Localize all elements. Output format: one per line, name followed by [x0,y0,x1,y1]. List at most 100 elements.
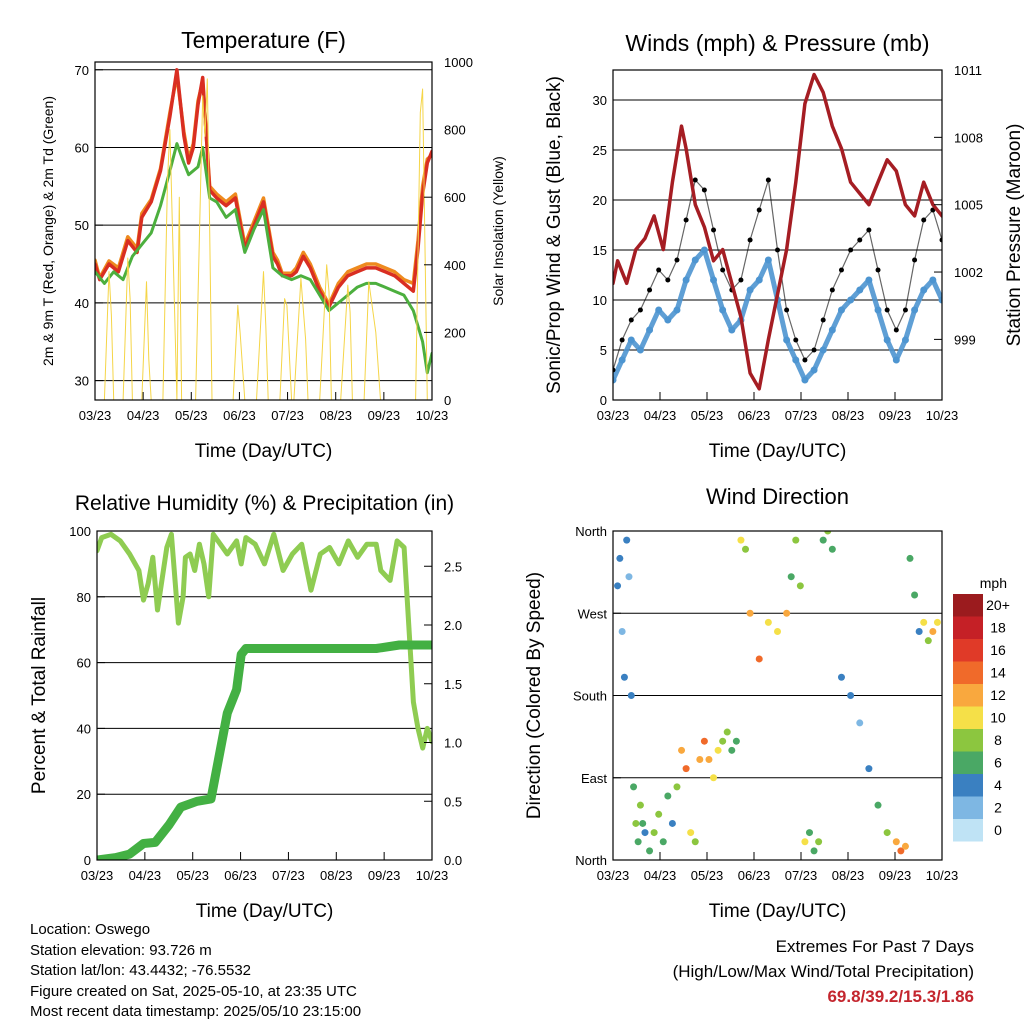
humidity-xtick-label: 10/23 [416,868,449,883]
temperature-frame [94,61,433,401]
winds-ytick-label: 15 [593,243,607,258]
humidity-ytick-label: 0 [84,853,91,868]
direction-point [783,609,791,617]
direction-point [792,536,800,544]
humidity-xlabel: Time (Day/UTC) [196,901,334,922]
direction-xtick-label: 05/23 [691,868,724,883]
direction-point [723,728,731,736]
direction-point [623,536,631,544]
legend-swatch [953,796,983,819]
direction-point [737,536,745,544]
humidity-ytick-label: 100 [69,524,91,539]
direction-point [714,746,722,754]
direction-xtick-label: 06/23 [738,868,771,883]
legend-label: 10 [990,710,1006,726]
extremes-subheading: (High/Low/Max Wind/Total Precipitation) [672,962,974,981]
direction-point [774,628,781,636]
temperature-title: Temperature (F) [181,27,346,53]
direction-point [632,819,640,827]
legend-label: 12 [990,687,1006,703]
humidity-y2tick-label: 1.0 [444,736,462,751]
direction-point [865,765,873,773]
direction-point [815,838,823,846]
direction-point [620,673,628,681]
winds-xtick-label: 09/23 [879,408,912,423]
legend-swatch [953,616,983,639]
extremes-box: Extremes For Past 7 Days (High/Low/Max W… [673,934,974,1009]
direction-xtick-label: 10/23 [926,868,959,883]
humidity-frame [96,530,433,861]
direction-point [627,692,635,699]
direction-xtick-label: 07/23 [785,868,818,883]
humidity-series-line [97,531,432,751]
direction-point [746,609,754,617]
direction-ytick-label: West [578,606,608,621]
direction-point [906,554,914,562]
legend-swatch [953,661,983,684]
humidity-y2tick-label: 2.0 [444,618,462,633]
direction-xlabel: Time (Day/UTC) [709,901,847,922]
direction-point [614,582,622,590]
winds-ytick-label: 20 [593,193,607,208]
temperature-data [95,68,432,400]
direction-point [911,591,919,599]
direction-point [824,531,832,535]
legend-label: 0 [994,822,1002,838]
humidity-xtick-label: 07/23 [272,868,305,883]
temperature-y2tick-label: 1000 [444,55,473,70]
direction-point [618,628,626,636]
direction-point [732,737,740,745]
direction-point [933,618,941,626]
direction-point [641,829,649,837]
legend-label: 2 [994,800,1002,816]
winds-frame [612,69,943,401]
direction-point [705,755,713,763]
legend-title: mph [980,575,1007,591]
temperature-xlabel: Time (Day/UTC) [195,441,333,462]
direction-ytick-label: East [581,771,607,786]
direction-xtick-label: 09/23 [879,868,912,883]
temperature-xtick-label: 05/23 [175,408,208,423]
direction-point [650,829,658,837]
humidity-y2tick-label: 0.5 [444,794,462,809]
temperature-ytick-label: 50 [75,218,89,233]
direction-point [920,618,928,626]
temperature-ylabel: 2m & 9m T (Red, Orange) & 2m Td (Green) [40,96,56,366]
direction-point [664,792,672,800]
figure-created: Figure created on Sat, 2025-05-10, at 23… [30,982,357,1000]
temperature-y2label: Solar Insolation (Yellow) [490,156,506,306]
humidity-ytick-label: 60 [77,656,91,671]
recent-timestamp: Most recent data timestamp: 2025/05/10 2… [30,1003,362,1020]
winds-series-line [613,247,942,383]
direction-xtick-label: 04/23 [644,868,677,883]
temperature-y2tick-label: 0 [444,393,451,408]
direction-point [655,810,663,818]
temperature-y2tick-label: 800 [444,123,466,138]
extremes-heading: Extremes For Past 7 Days [775,937,974,956]
temperature-xtick-label: 10/23 [416,408,449,423]
humidity-xtick-label: 08/23 [320,868,353,883]
humidity-xtick-label: 04/23 [129,868,162,883]
winds-series-line [613,72,942,391]
direction-point [805,829,813,837]
temperature-series-line [95,68,432,309]
direction-title: Wind Direction [706,484,849,509]
temperature-y2tick-label: 200 [444,325,466,340]
station-info: Location: Oswego Station elevation: 93.7… [30,920,361,1023]
winds-xtick-label: 07/23 [785,408,818,423]
temperature-ytick-label: 70 [75,63,89,78]
legend-label: 16 [990,642,1006,658]
winds-y2tick-label: 999 [954,332,976,347]
winds-xtick-label: 06/23 [738,408,771,423]
temperature-series-line [103,78,428,400]
humidity-data [97,531,432,860]
humidity-xtick-label: 03/23 [81,868,114,883]
direction-point [819,536,827,544]
direction-point [874,801,882,809]
direction-point [828,545,836,553]
winds-ylabel: Sonic/Prop Wind & Gust (Blue, Black) [544,76,565,394]
direction-point [837,673,845,681]
winds-xtick-label: 10/23 [926,408,959,423]
direction-point [687,829,695,837]
direction-point [634,838,642,846]
